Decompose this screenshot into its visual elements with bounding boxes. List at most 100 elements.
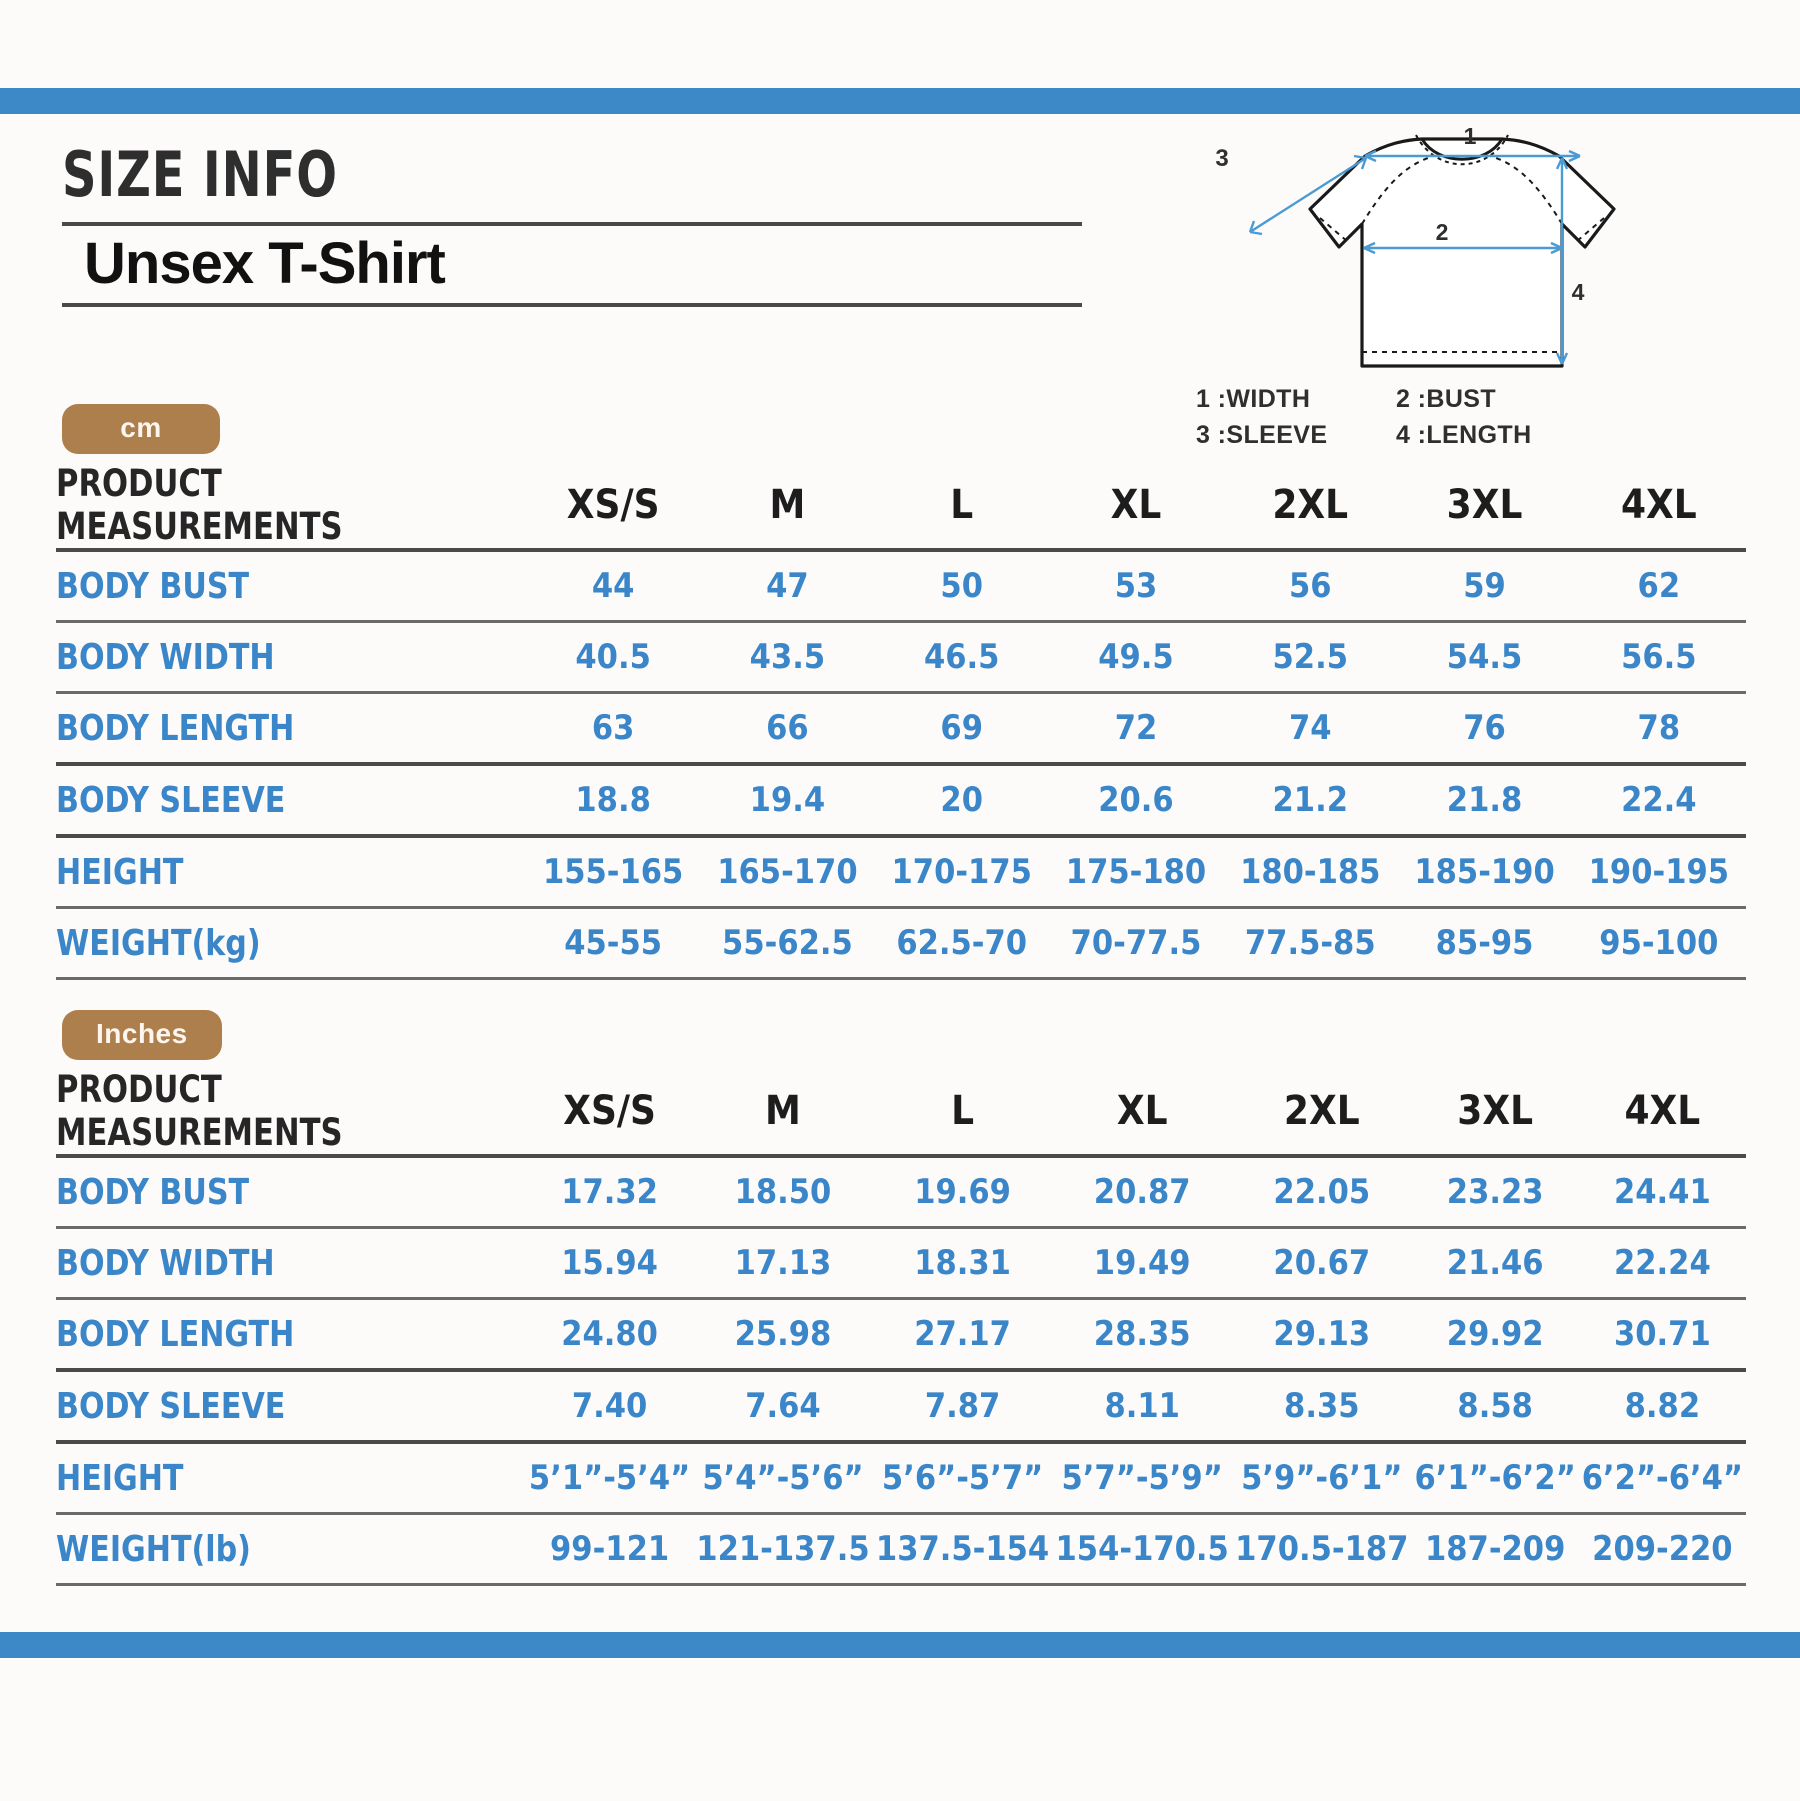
- row-label-height: HEIGHT: [56, 851, 184, 893]
- cell-value: 56: [1288, 566, 1332, 606]
- measure-3-sleeve-arrow: [1248, 154, 1368, 236]
- row-label-weight-lb: WEIGHT(lb): [56, 1528, 251, 1570]
- title-rule-top: [62, 222, 1082, 226]
- chart-content: SIZE INFO Unsex T-Shirt: [0, 114, 1800, 1632]
- cell-value: 6’1”-6’2”: [1414, 1458, 1576, 1498]
- cell-value: 7.87: [924, 1386, 1001, 1426]
- sleeve-seam-right: [1495, 157, 1563, 225]
- table-row: HEIGHT 155-165 165-170 170-175 175-180 1…: [56, 838, 1746, 908]
- header-measurements-label: PRODUCT MEASUREMENTS: [56, 462, 343, 548]
- table-divider: [56, 1226, 1746, 1230]
- legend-row: 1 :WIDTH 2 :BUST: [1196, 382, 1532, 418]
- cell-value: 19.69: [914, 1172, 1011, 1212]
- measure-4-length-arrow: [1555, 157, 1569, 365]
- table-divider: [56, 691, 1746, 695]
- cell-value: 24.80: [561, 1314, 658, 1354]
- table-divider: [56, 620, 1746, 624]
- page-title: SIZE INFO: [62, 138, 338, 211]
- cell-value: 29.13: [1273, 1314, 1371, 1354]
- unit-badge-cm: cm: [62, 404, 220, 454]
- cell-value: 56.5: [1621, 637, 1697, 677]
- cell-value: 22.24: [1613, 1243, 1711, 1283]
- table-header-row: PRODUCT MEASUREMENTS XS/S M L XL 2XL 3XL…: [56, 1068, 1746, 1156]
- cell-value: 18.50: [734, 1172, 832, 1212]
- cell-value: 23.23: [1446, 1172, 1544, 1212]
- cell-value: 52.5: [1272, 637, 1348, 677]
- cell-value: 154-170.5: [1055, 1529, 1229, 1569]
- row-label-body-length: BODY LENGTH: [56, 707, 295, 749]
- cell-value: 20: [940, 780, 983, 820]
- size-table-inches-body: PRODUCT MEASUREMENTS XS/S M L XL 2XL 3XL…: [56, 1068, 1746, 1587]
- cell-value: 19.49: [1093, 1243, 1191, 1283]
- table-row: WEIGHT(kg) 45-55 55-62.5 62.5-70 70-77.5…: [56, 909, 1746, 979]
- table-row: BODY LENGTH 63 66 69 72 74 76 78: [56, 694, 1746, 764]
- cell-value: 76: [1463, 708, 1506, 748]
- cell-value: 24.41: [1613, 1172, 1711, 1212]
- cell-value: 30.71: [1613, 1314, 1711, 1354]
- title-block: SIZE INFO Unsex T-Shirt: [62, 144, 1102, 307]
- cell-value: 55-62.5: [722, 923, 853, 963]
- cell-value: 6’2”-6’4”: [1581, 1458, 1744, 1498]
- cell-value: 25.98: [734, 1314, 832, 1354]
- shirt-body-path: [1308, 137, 1616, 368]
- unit-badge-inches-wrap: Inches: [62, 1010, 222, 1060]
- cell-value: 21.8: [1446, 780, 1523, 820]
- cell-value: 18.8: [575, 780, 651, 820]
- measure-4-label: 4: [1572, 279, 1585, 305]
- header-measurements-label: PRODUCT MEASUREMENTS: [56, 1068, 343, 1154]
- cell-value: 8.35: [1284, 1386, 1360, 1426]
- row-label-body-bust: BODY BUST: [56, 1171, 250, 1213]
- header-size-xss: XS/S: [566, 482, 660, 528]
- collar-stitch: [1415, 134, 1509, 166]
- cell-value: 22.05: [1273, 1172, 1371, 1212]
- cuff-left: [1319, 217, 1349, 243]
- table-divider: [56, 977, 1746, 981]
- table-row: BODY BUST 44 47 50 53 56 59 62: [56, 552, 1746, 622]
- cell-value: 69: [940, 708, 983, 748]
- cell-value: 99-121: [550, 1529, 670, 1569]
- legend-row: 3 :SLEEVE 4 :LENGTH: [1196, 418, 1532, 454]
- row-label-weight-kg: WEIGHT(kg): [56, 922, 261, 964]
- row-label-height: HEIGHT: [56, 1457, 184, 1499]
- cell-value: 165-170: [717, 852, 858, 892]
- cell-value: 20.87: [1093, 1172, 1191, 1212]
- measure-2-label: 2: [1436, 219, 1449, 245]
- header-size-m: M: [765, 1088, 801, 1134]
- cell-value: 95-100: [1599, 923, 1719, 963]
- cell-value: 28.35: [1093, 1314, 1191, 1354]
- header-size-l: L: [951, 1088, 975, 1134]
- cell-value: 7.40: [571, 1386, 648, 1426]
- header-size-2xl: 2XL: [1272, 482, 1349, 528]
- cell-value: 53: [1114, 566, 1158, 606]
- size-table-cm: PRODUCT MEASUREMENTS XS/S M L XL 2XL 3XL…: [56, 462, 1746, 981]
- cell-value: 18.31: [914, 1243, 1011, 1283]
- row-label-body-width: BODY WIDTH: [56, 636, 275, 678]
- cell-value: 187-209: [1424, 1529, 1566, 1569]
- table-row: BODY SLEEVE 7.40 7.64 7.87 8.11 8.35 8.5…: [56, 1372, 1746, 1442]
- cell-value: 5’1”-5’4”: [528, 1458, 691, 1498]
- unit-badge-inches: Inches: [62, 1010, 222, 1060]
- header-size-2xl: 2XL: [1283, 1088, 1360, 1134]
- cell-value: 137.5-154: [875, 1529, 1050, 1569]
- cuff-right: [1575, 217, 1605, 243]
- cell-value: 185-190: [1414, 852, 1555, 892]
- row-label-body-width: BODY WIDTH: [56, 1242, 275, 1284]
- row-label-body-bust: BODY BUST: [56, 565, 250, 607]
- table-row: BODY LENGTH 24.80 25.98 27.17 28.35 29.1…: [56, 1300, 1746, 1370]
- cell-value: 66: [766, 708, 809, 748]
- table-divider: [56, 1512, 1746, 1516]
- cell-value: 43.5: [749, 637, 826, 677]
- cell-value: 5’6”-5’7”: [881, 1458, 1044, 1498]
- cell-value: 20.6: [1098, 780, 1174, 820]
- measure-3-label: 3: [1215, 145, 1228, 172]
- table-row: BODY SLEEVE 18.8 19.4 20 20.6 21.2 21.8 …: [56, 766, 1746, 836]
- header-size-3xl: 3XL: [1457, 1088, 1534, 1134]
- header-size-xl: XL: [1116, 1088, 1168, 1134]
- page-subtitle: Unsex T-Shirt: [84, 231, 446, 296]
- cell-value: 62: [1637, 566, 1681, 606]
- cell-value: 190-195: [1588, 852, 1730, 892]
- legend-item-bust: 2 :BUST: [1396, 385, 1497, 413]
- table-divider: [56, 1297, 1746, 1301]
- header-size-l: L: [950, 482, 974, 528]
